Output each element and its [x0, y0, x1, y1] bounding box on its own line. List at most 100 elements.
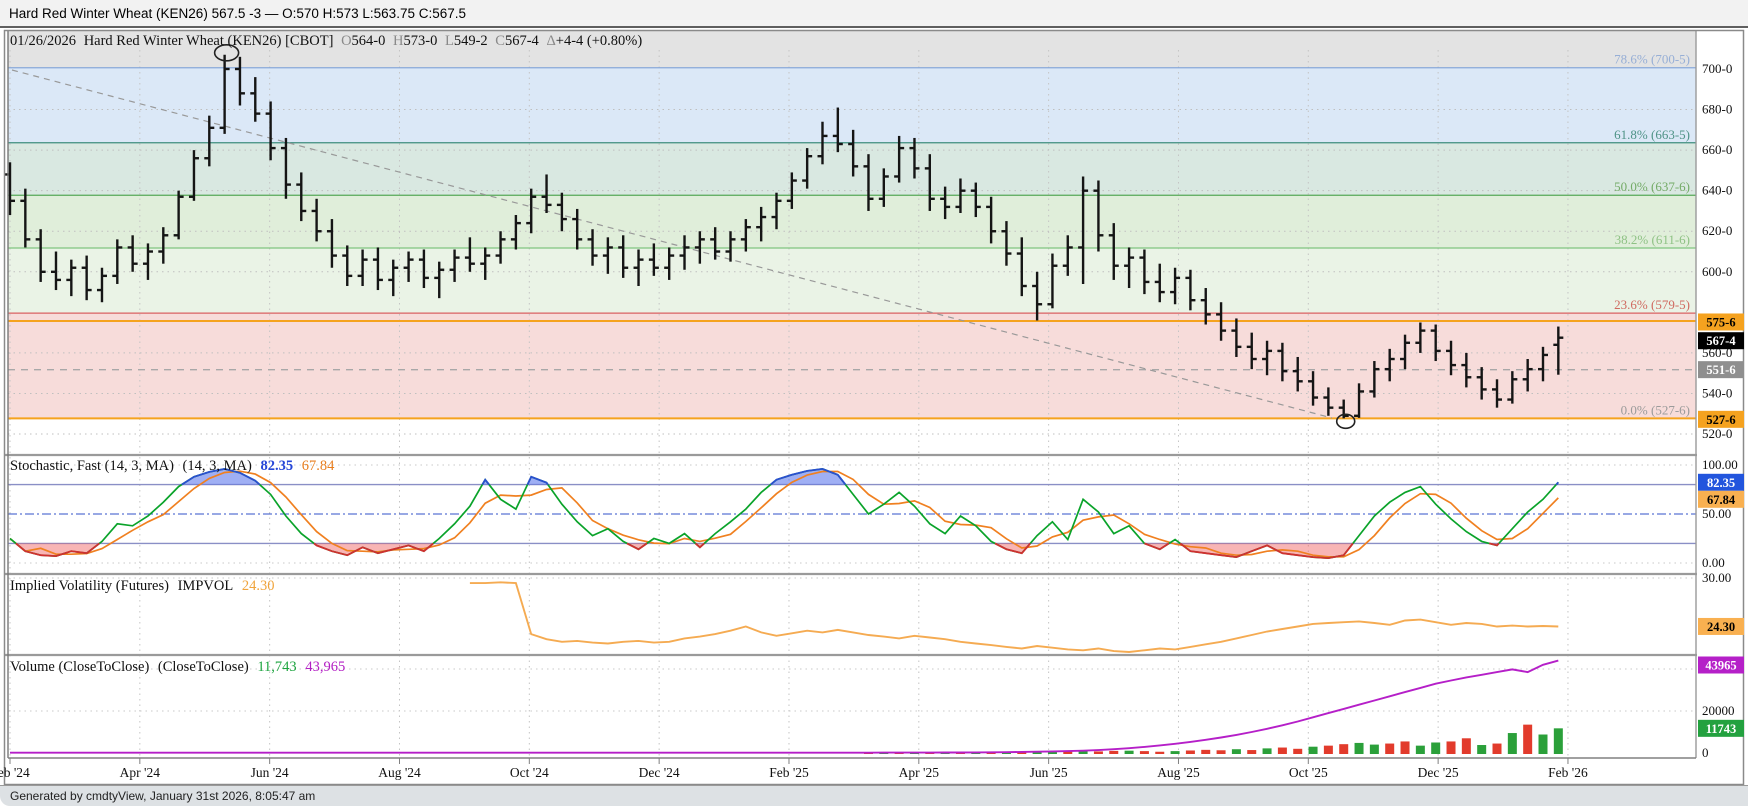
x-axis-label: Apr '25	[899, 765, 940, 780]
fib-label: 50.0% (637-6)	[1614, 179, 1690, 194]
high-label: H	[393, 33, 404, 49]
stochastic-k-value: 82.35	[260, 458, 294, 474]
x-axis-label: Oct '24	[510, 765, 549, 780]
fib-band	[8, 313, 1696, 419]
titlebar-text: Hard Red Winter Wheat (KEN26) 567.5 -3 —…	[9, 6, 466, 21]
price-axis-label: 620-0	[1702, 223, 1732, 238]
chart-frame	[3, 29, 1745, 786]
price-axis-label: 700-0	[1702, 61, 1732, 76]
price-axis-label: 660-0	[1702, 142, 1732, 157]
stoch-d-badge	[1698, 490, 1744, 508]
volume-title: Volume (CloseToClose)	[10, 659, 150, 675]
change-label: Δ	[546, 33, 556, 49]
price-axis-label: 640-0	[1702, 183, 1732, 198]
volume-total-badge	[1698, 656, 1744, 674]
fib-band	[8, 195, 1696, 248]
svg-text:24.30: 24.30	[1707, 620, 1735, 634]
x-axis-label: Dec '25	[1418, 765, 1459, 780]
fib-label: 78.6% (700-5)	[1614, 52, 1690, 67]
svg-text:82.35: 82.35	[1707, 476, 1735, 490]
generated-footer: Generated by cmdtyView, January 31st 202…	[0, 785, 1748, 806]
svg-text:551-6: 551-6	[1706, 363, 1735, 377]
x-axis-label: Dec '24	[639, 765, 680, 780]
stochastic-header: Stochastic, Fast (14, 3, MA) (14, 3, MA)…	[10, 458, 339, 475]
x-axis-label: Jun '24	[251, 765, 289, 780]
stochastic-d-value: 67.84	[301, 458, 335, 474]
low-ellipse-annotation[interactable]	[1335, 413, 1356, 430]
svg-text:575-6: 575-6	[1706, 315, 1735, 329]
volume-bars	[863, 724, 1563, 754]
stoch-axis-label: 0.00	[1702, 555, 1725, 570]
fib-trendline[interactable]	[11, 69, 1333, 419]
stoch-overbought-fill	[770, 468, 846, 485]
volume-series: (CloseToClose)	[157, 659, 249, 675]
window-titlebar: Hard Red Winter Wheat (KEN26) 567.5 -3 —…	[0, 0, 1748, 28]
high-value: 573-0	[403, 33, 438, 49]
quote-date: 01/26/2026	[10, 33, 77, 49]
change-value: +4-4 (+0.80%)	[555, 33, 643, 49]
x-axis-label: Feb '25	[769, 765, 809, 780]
volume-last-badge	[1698, 719, 1744, 737]
svg-text:11743: 11743	[1706, 722, 1737, 736]
price-axis-label: 520-0	[1702, 426, 1732, 441]
fib-zero-badge	[1698, 410, 1744, 428]
impvol-value: 24.30	[241, 578, 275, 594]
stoch-axis-label: 50.00	[1702, 506, 1731, 521]
close-value: 567-4	[504, 33, 539, 49]
quote-header: 01/26/2026 Hard Red Winter Wheat (KEN26)…	[10, 33, 646, 50]
x-axis-label: Feb '26	[1548, 765, 1588, 780]
low-value: 549-2	[453, 33, 488, 49]
x-axis-label: Feb '24	[0, 765, 30, 780]
stoch-axis-label: 100.00	[1702, 457, 1738, 472]
low-label: L	[444, 33, 454, 49]
stoch-overbought-fill	[527, 476, 548, 485]
volume-axis-label: 0	[1702, 745, 1709, 760]
dashed-line-badge	[1698, 361, 1744, 379]
fib-band	[8, 247, 1696, 314]
stochastic-title: Stochastic, Fast (14, 3, MA)	[10, 458, 174, 474]
open-label: O	[341, 33, 352, 49]
high-ellipse-annotation[interactable]	[213, 44, 240, 62]
svg-text:527-6: 527-6	[1706, 413, 1735, 427]
open-value: 564-0	[351, 33, 386, 49]
stoch-oversold-fill	[15, 543, 100, 557]
close-label: C	[495, 33, 505, 49]
price-axis-label: 600-0	[1702, 264, 1732, 279]
last-price-badge	[1698, 332, 1744, 350]
fib-band	[8, 418, 1696, 454]
x-axis-label: Apr '24	[120, 765, 161, 780]
volume-total-line	[10, 659, 1559, 754]
svg-text:43965: 43965	[1705, 659, 1736, 673]
x-axis-label: Oct '25	[1289, 765, 1328, 780]
stoch-oversold-fill	[627, 543, 647, 550]
impvol-series: IMPVOL	[177, 578, 234, 594]
volume-total-value: 43,965	[305, 659, 346, 675]
svg-text:67.84: 67.84	[1707, 493, 1736, 507]
fib-label: 38.2% (611-6)	[1615, 232, 1690, 247]
quote-instrument: Hard Red Winter Wheat (KEN26) [CBOT]	[83, 33, 334, 49]
x-axis-label: Aug '24	[378, 765, 421, 780]
fib-label: 23.6% (579-5)	[1614, 297, 1690, 312]
volume-last-value: 11,743	[257, 659, 297, 675]
impvol-badge	[1698, 617, 1744, 635]
volume-header: Volume (CloseToClose) (CloseToClose) 11,…	[10, 659, 350, 676]
fib-label: 0.0% (527-6)	[1621, 402, 1690, 417]
impvol-line	[469, 581, 1559, 653]
stoch-overbought-fill	[181, 468, 260, 485]
price-axis-label: 680-0	[1702, 102, 1732, 117]
svg-text:567-4: 567-4	[1706, 334, 1736, 348]
stoch-k-badge	[1698, 473, 1744, 491]
stoch-oversold-fill	[995, 543, 1031, 554]
x-axis-label: Aug '25	[1157, 765, 1200, 780]
x-axis-label: Jun '25	[1030, 765, 1068, 780]
ohlc-bars[interactable]	[5, 54, 1564, 419]
stochastic-params: (14, 3, MA)	[182, 458, 252, 474]
price-line-badge	[1698, 313, 1744, 331]
fib-band	[8, 31, 1696, 68]
impvol-header: Implied Volatility (Futures) IMPVOL 24.3…	[10, 578, 279, 595]
volume-axis-label: 20000	[1702, 703, 1735, 718]
stoch-d-line	[9, 470, 1559, 558]
impvol-title: Implied Volatility (Futures)	[10, 578, 169, 594]
